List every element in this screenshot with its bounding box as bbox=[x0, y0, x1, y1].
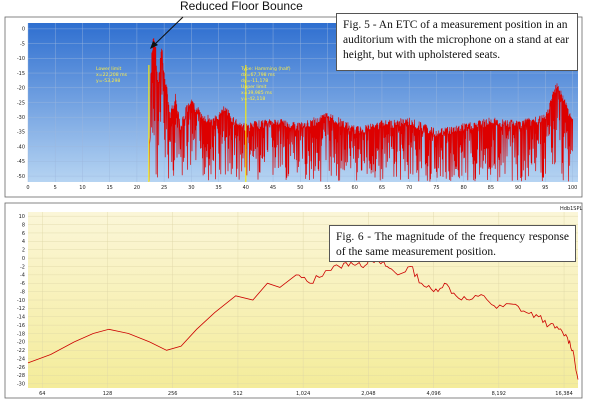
type-info-text-1: Type: Hamming (half) bbox=[240, 66, 291, 72]
etc-x-tick: 70 bbox=[406, 185, 412, 191]
fr-x-tick: 8,192 bbox=[492, 391, 506, 397]
etc-y-tick: -5 bbox=[20, 41, 25, 47]
etc-x-tick: 5 bbox=[54, 185, 57, 191]
etc-x-tick: 45 bbox=[270, 185, 276, 191]
etc-trace bbox=[148, 37, 574, 182]
etc-x-tick: 90 bbox=[515, 185, 521, 191]
fr-y-tick: -22 bbox=[17, 348, 25, 354]
caption-fig5: Fig. 5 - An ETC of a measurement positio… bbox=[336, 13, 578, 71]
fr-x-tick: 4,096 bbox=[426, 391, 440, 397]
fr-y-tick: -20 bbox=[17, 340, 25, 346]
fr-y-tick: -16 bbox=[17, 323, 25, 329]
fr-x-tick: 16,384 bbox=[555, 391, 573, 397]
etc-y-tick: -45 bbox=[17, 159, 25, 165]
fr-y-tick: -8 bbox=[20, 289, 25, 295]
fr-y-tick: -6 bbox=[20, 281, 25, 287]
fr-x-tick: 1,024 bbox=[296, 391, 310, 397]
fr-y-tick: 4 bbox=[22, 239, 25, 245]
etc-y-tick: 0 bbox=[22, 27, 25, 33]
etc-y-tick: -50 bbox=[17, 174, 25, 180]
fr-y-tick-labels: 10 8 6 4 2 0 -2 -4 -6 -8 -10 -12 -14 -16 -18 -20 -22 -24 -… bbox=[17, 214, 25, 388]
etc-x-tick: 60 bbox=[352, 185, 358, 191]
etc-x-tick: 30 bbox=[188, 185, 194, 191]
type-info-text-3: dy=-11,178 bbox=[241, 78, 268, 84]
fr-y-tick: -2 bbox=[20, 264, 25, 270]
etc-x-tick: 15 bbox=[106, 185, 112, 191]
fr-y-tick: 2 bbox=[22, 248, 25, 254]
etc-x-tick: 55 bbox=[324, 185, 330, 191]
etc-y-tick: -40 bbox=[17, 144, 25, 150]
etc-y-tick-labels: 0 -5 -10 -15 -20 -25 -30 -35 -40 -45 -50 bbox=[17, 27, 25, 180]
etc-x-tick: 85 bbox=[488, 185, 494, 191]
fr-y-tick: -30 bbox=[17, 382, 25, 388]
fr-y-tick: -10 bbox=[17, 298, 25, 304]
etc-x-tick: 80 bbox=[460, 185, 466, 191]
annotation-reduced-floor-bounce: Reduced Floor Bounce bbox=[180, 0, 303, 13]
fr-y-tick: -28 bbox=[17, 373, 25, 379]
caption-fig6: Fig. 6 - The magnitude of the frequency … bbox=[329, 225, 576, 262]
fr-y-tick: -4 bbox=[20, 273, 25, 279]
fr-x-tick: 256 bbox=[168, 391, 178, 397]
etc-x-tick: 50 bbox=[297, 185, 303, 191]
fr-x-tick: 2,048 bbox=[361, 391, 375, 397]
fr-y-tick: 0 bbox=[22, 256, 25, 262]
fr-x-tick-labels: 64 128 256 512 1,024 2,048 4,096 8,192 16,384 bbox=[39, 391, 573, 397]
etc-x-tick: 20 bbox=[134, 185, 140, 191]
etc-x-tick: 25 bbox=[161, 185, 167, 191]
fr-y-tick: -14 bbox=[17, 315, 25, 321]
fr-y-tick: -24 bbox=[17, 356, 25, 362]
etc-y-tick: -15 bbox=[17, 71, 25, 77]
type-info-text-5: x=39,985 ms bbox=[241, 90, 273, 96]
type-info-text-4: Upper limit bbox=[241, 84, 267, 90]
fr-trace bbox=[27, 257, 579, 380]
etc-x-tick-labels: 0 5 10 15 20 25 30 35 40 45 50 55 60 65 70 75 80 85 90 95 10… bbox=[26, 185, 577, 191]
fr-y-tick: -18 bbox=[17, 331, 25, 337]
etc-x-tick: 40 bbox=[243, 185, 249, 191]
etc-x-tick: 10 bbox=[79, 185, 85, 191]
etc-y-tick: -20 bbox=[17, 86, 25, 92]
annotation-arrowhead bbox=[150, 41, 158, 49]
etc-x-tick: 95 bbox=[542, 185, 548, 191]
fr-y-tick: -26 bbox=[17, 365, 25, 371]
etc-y-tick: -35 bbox=[17, 130, 25, 136]
fr-y-tick: 8 bbox=[22, 222, 25, 228]
lower-limit-text-1: Lower limit bbox=[96, 66, 122, 72]
etc-x-tick: 65 bbox=[379, 185, 385, 191]
fr-y-tick: 6 bbox=[22, 231, 25, 237]
fr-top-label: Hdb1SPL bbox=[560, 206, 582, 212]
lower-limit-text-3: y=-53,298 bbox=[96, 78, 120, 84]
fr-x-tick: 512 bbox=[233, 391, 243, 397]
etc-x-tick: 0 bbox=[26, 185, 29, 191]
etc-x-tick: 75 bbox=[433, 185, 439, 191]
fr-y-tick: 10 bbox=[19, 214, 25, 220]
etc-markers bbox=[148, 65, 247, 182]
lower-limit-text-2: x=22,208 ms bbox=[96, 72, 128, 78]
etc-x-tick: 100 bbox=[568, 185, 578, 191]
etc-x-tick: 35 bbox=[215, 185, 221, 191]
type-info-text-6: y=-42,118 bbox=[241, 96, 265, 102]
fr-x-tick: 64 bbox=[39, 391, 45, 397]
etc-y-tick: -10 bbox=[17, 56, 25, 62]
fr-x-tick: 128 bbox=[103, 391, 113, 397]
type-info-text-2: dx=67,798 ms bbox=[241, 72, 275, 78]
etc-y-tick: -25 bbox=[17, 100, 25, 106]
annotation-arrow bbox=[152, 16, 184, 47]
fr-y-tick: -12 bbox=[17, 306, 25, 312]
etc-y-tick: -30 bbox=[17, 115, 25, 121]
